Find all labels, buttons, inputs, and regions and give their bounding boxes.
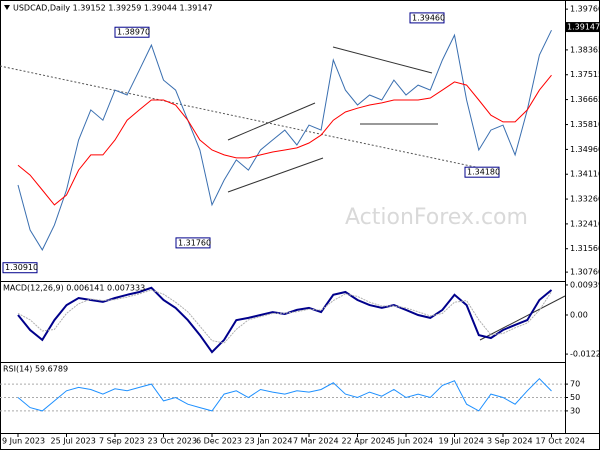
x-tick-label: 17 Oct 2024: [536, 437, 585, 446]
y-tick-label: 1.37515: [570, 70, 600, 79]
pane-title: RSI(14) 59.6789: [3, 365, 68, 374]
y-tick-label: 1.38365: [570, 45, 600, 54]
annotation-box: [2, 262, 38, 274]
annotation-label: 1.30910: [5, 263, 38, 272]
x-tick-label: 19 Jul 2024: [439, 437, 484, 446]
y-tick-label: 1.34110: [570, 170, 600, 179]
last-price-box: [565, 22, 599, 33]
y-tick-label: 1.36665: [570, 95, 600, 104]
x-tick-label: 3 Sep 2024: [487, 437, 533, 446]
series-line: [17, 74, 552, 206]
x-tick-label: 23 Oct 2023: [148, 437, 197, 446]
annotation-label: 1.34180: [467, 168, 500, 177]
annotation-label: 1.39460: [412, 13, 445, 22]
last-price-label: 1.39147: [567, 23, 600, 32]
annotation-label: 1.38970: [117, 28, 150, 37]
series-line: [17, 29, 552, 251]
x-tick-label: 5 Jun 2024: [390, 437, 433, 446]
x-tick-label: 22 Apr 2024: [342, 437, 391, 446]
annotation-box: [409, 12, 445, 24]
annotation-box: [114, 26, 150, 38]
pane-title: USDCAD,Daily 1.39152 1.39259 1.39044 1.3…: [13, 4, 213, 13]
y-tick-label: 0.00: [570, 310, 588, 319]
series-line: [17, 377, 552, 412]
annotation-box: [464, 166, 500, 178]
menu-icon: [4, 5, 10, 10]
channel-line: [227, 102, 316, 141]
y-tick-label: 1.39760: [570, 5, 600, 14]
y-tick-label: 70: [570, 380, 580, 389]
y-tick-label: 1.32410: [570, 219, 600, 228]
series-line: [17, 289, 552, 344]
y-tick-label: 30: [570, 406, 580, 415]
y-tick-label: 0.009391: [570, 280, 600, 289]
y-tick-label: -0.012225: [570, 350, 600, 359]
y-tick-label: 1.33260: [570, 195, 600, 204]
y-tick-label: 50: [570, 393, 580, 402]
y-tick-label: 1.34960: [570, 145, 600, 154]
triangle-line: [332, 46, 433, 74]
y-tick-label: 1.31560: [570, 244, 600, 253]
x-tick-label: 23 Jan 2024: [245, 437, 293, 446]
trend-line: [0, 65, 481, 169]
x-tick-label: 25 Jul 2023: [51, 437, 96, 446]
x-tick-label: 7 Sep 2023: [99, 437, 145, 446]
watermark: ActionForex.com: [345, 205, 528, 230]
x-tick-label: 7 Mar 2024: [293, 437, 339, 446]
y-tick-label: 1.35810: [570, 120, 600, 129]
y-tick-label: 1.30760: [570, 268, 600, 277]
channel-line: [227, 157, 324, 193]
annotation-label: 1.31760: [178, 238, 211, 247]
x-tick-label: 6 Dec 2023: [196, 437, 242, 446]
series-line: [17, 286, 553, 354]
x-tick-label: 9 Jun 2023: [2, 437, 45, 446]
pane-title: MACD(12,26,9) 0.006141 0.007333: [3, 284, 145, 293]
annotation-box: [175, 237, 211, 249]
macd-trend-line: [479, 295, 566, 341]
